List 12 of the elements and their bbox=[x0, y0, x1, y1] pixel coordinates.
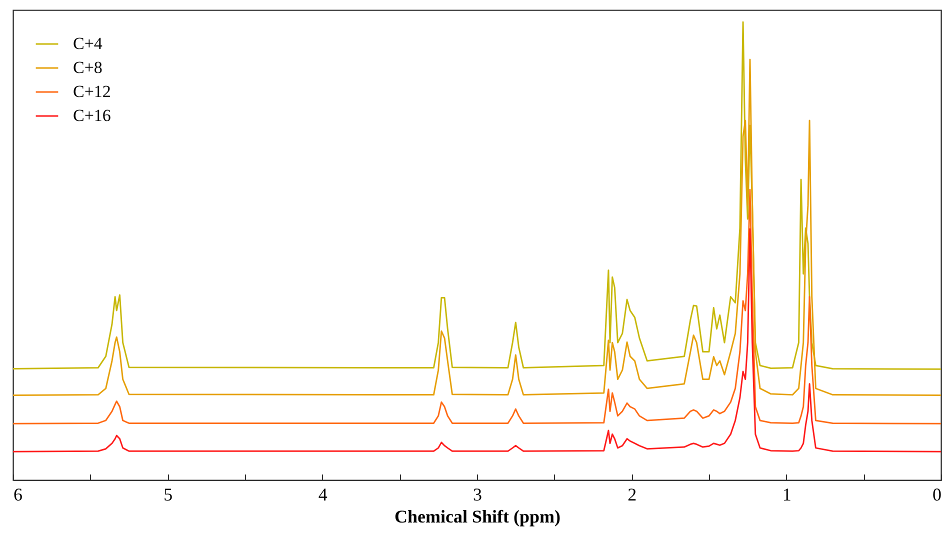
x-tick-label: 4 bbox=[318, 484, 328, 504]
x-axis-title: Chemical Shift (ppm) bbox=[394, 506, 561, 526]
x-tick-label: 1 bbox=[782, 484, 792, 504]
x-tick-label: 6 bbox=[14, 484, 22, 504]
x-tick-label: 0 bbox=[932, 484, 942, 504]
legend-label: C+8 bbox=[73, 58, 102, 77]
legend-label: C+4 bbox=[73, 34, 103, 53]
legend-label: C+12 bbox=[73, 82, 111, 101]
legend-label: C+16 bbox=[73, 106, 111, 125]
x-tick-label: 5 bbox=[164, 484, 173, 504]
x-tick-label: 3 bbox=[473, 484, 482, 504]
x-tick-label: 2 bbox=[628, 484, 637, 504]
